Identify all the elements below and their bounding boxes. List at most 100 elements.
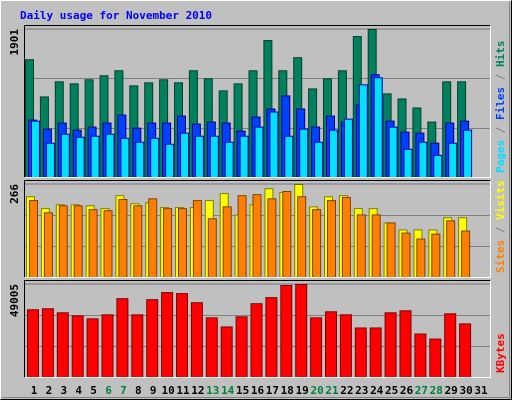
chart-title: Daily usage for November 2010	[20, 9, 212, 22]
panel-border-dark	[24, 280, 491, 378]
bar	[56, 312, 69, 379]
bar	[194, 135, 204, 178]
x-tick-label: 10	[161, 384, 174, 397]
bar	[131, 314, 144, 379]
legend-entry: Files	[494, 87, 507, 120]
panel-border-dark	[24, 180, 491, 278]
legend-separator: /	[494, 120, 507, 140]
panel-border-dark	[24, 25, 491, 178]
bar	[165, 143, 175, 178]
x-tick-label: 26	[400, 384, 414, 397]
bar	[205, 317, 218, 378]
bar	[45, 142, 55, 178]
bar	[265, 297, 278, 379]
x-tick-label: 28	[430, 384, 443, 397]
x-tick-label: 8	[135, 384, 142, 397]
legend-entry: Visits	[494, 180, 507, 220]
bar	[71, 315, 84, 379]
bar	[356, 214, 366, 279]
bar	[295, 284, 308, 378]
bar	[444, 313, 457, 379]
bar	[310, 317, 323, 378]
bar	[388, 126, 398, 178]
x-tick-label: 16	[251, 384, 265, 397]
bar	[88, 209, 98, 278]
bar	[192, 200, 202, 278]
bar	[269, 111, 279, 178]
legend-entry: Hits	[494, 41, 507, 68]
x-tick-label: 17	[266, 384, 279, 397]
bar	[254, 126, 264, 178]
legend: Pages / Files / Hits	[494, 41, 507, 174]
x-tick-label: 25	[385, 384, 398, 397]
x-tick-label: 20	[310, 384, 323, 397]
bar	[103, 210, 113, 278]
bar	[297, 196, 307, 279]
bar	[339, 314, 352, 379]
bar	[75, 136, 85, 178]
bar	[178, 208, 187, 278]
bar	[29, 200, 38, 278]
bar	[120, 137, 130, 178]
x-tick-label: 2	[46, 384, 53, 397]
bar	[354, 327, 367, 379]
x-tick-label: 14	[221, 384, 235, 397]
y-tick-label: 1901	[8, 29, 21, 56]
x-tick-label: 18	[281, 384, 294, 397]
bar	[237, 195, 247, 278]
bar	[327, 200, 336, 278]
bar	[27, 309, 39, 378]
x-tick-label: 15	[236, 384, 249, 397]
bar	[461, 230, 471, 278]
bar	[133, 205, 143, 279]
bar	[459, 323, 472, 378]
x-tick-label: 24	[370, 384, 384, 397]
bar	[418, 141, 428, 178]
bar	[86, 318, 99, 378]
y-tick-label: 266	[8, 184, 21, 204]
x-tick-label: 12	[191, 384, 204, 397]
bar	[284, 135, 294, 178]
bar	[43, 212, 53, 278]
bar	[312, 209, 322, 278]
panel-border-light	[24, 280, 491, 378]
legend-entry: Sites	[494, 240, 507, 273]
x-tick-label: 22	[340, 384, 353, 397]
bar	[150, 137, 160, 178]
bar	[314, 141, 324, 178]
bar	[207, 218, 217, 278]
bar	[190, 302, 203, 378]
bar	[329, 129, 338, 179]
bar	[146, 299, 159, 379]
bar	[463, 129, 473, 179]
bar	[384, 312, 397, 379]
bar	[176, 293, 188, 378]
legend-separator: /	[494, 67, 507, 87]
bar	[252, 194, 262, 278]
legend-entry: KBytes	[494, 333, 507, 373]
bar	[403, 148, 413, 179]
x-tick-label: 6	[105, 384, 112, 397]
bar	[118, 199, 128, 278]
bar	[116, 298, 129, 379]
bar	[369, 327, 382, 379]
bar	[105, 133, 115, 178]
bar	[373, 77, 383, 178]
bar	[446, 220, 456, 278]
bar	[416, 238, 426, 278]
bar	[60, 133, 70, 178]
x-tick-label: 9	[150, 384, 157, 397]
bar	[399, 310, 412, 378]
bar	[448, 142, 458, 178]
bar	[224, 141, 234, 178]
bar	[431, 233, 441, 279]
bar	[148, 198, 158, 278]
x-tick-label: 4	[75, 384, 82, 397]
bar	[58, 205, 68, 279]
bar	[235, 316, 248, 378]
x-tick-label: 27	[415, 384, 428, 397]
bar	[325, 311, 337, 379]
